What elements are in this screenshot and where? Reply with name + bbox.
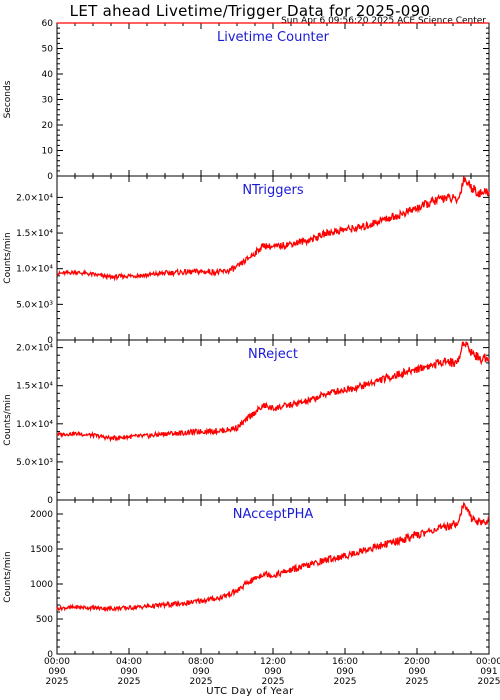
y-axis-label: Counts/min — [3, 551, 13, 602]
x-tick-label-year: 2025 — [478, 677, 500, 687]
y-tick-label: 0 — [47, 172, 53, 182]
y-tick-label: 50 — [42, 45, 54, 55]
x-tick-label-time: 16:00 — [332, 657, 358, 667]
x-tick-label-doy: 090 — [336, 667, 353, 677]
y-tick-label: 30 — [42, 96, 54, 106]
panel-title: Livetime Counter — [217, 30, 330, 45]
y-tick-label: 5.0×10³ — [16, 458, 53, 468]
panel-title: NReject — [248, 347, 298, 362]
x-tick-label-time: 04:00 — [116, 657, 142, 667]
series-line — [56, 341, 490, 443]
series-line — [56, 176, 490, 282]
y-tick-label: 2.0×10⁴ — [16, 193, 53, 203]
x-tick-label-doy: 090 — [408, 667, 425, 677]
y-tick-label: 0 — [47, 336, 53, 346]
x-tick-label-year: 2025 — [334, 677, 357, 687]
x-tick-label-year: 2025 — [406, 677, 429, 687]
x-tick-label-year: 2025 — [118, 677, 141, 687]
y-tick-label: 1.0×10⁴ — [16, 265, 53, 275]
y-axis-label: Counts/min — [3, 394, 13, 445]
x-tick-label-doy: 090 — [264, 667, 281, 677]
x-tick-label-year: 2025 — [190, 677, 213, 687]
x-tick-label-doy: 090 — [48, 667, 65, 677]
panel-title: NTriggers — [242, 183, 304, 198]
generation-timestamp: Sun Apr 6 09:56:20 2025 ACE Science Cent… — [281, 16, 486, 26]
y-tick-label: 1000 — [30, 580, 53, 590]
page-title: LET ahead Livetime/Trigger Data for 2025… — [69, 2, 431, 20]
panel-title: NAcceptPHA — [233, 507, 314, 522]
y-axis-label: Counts/min — [3, 232, 13, 283]
y-tick-label: 1.5×10⁴ — [16, 382, 53, 392]
x-tick-label-doy: 090 — [192, 667, 209, 677]
y-tick-label: 500 — [36, 615, 53, 625]
y-tick-label: 2000 — [30, 510, 53, 520]
x-tick-label-time: 20:00 — [404, 657, 430, 667]
x-tick-label-time: 00:00 — [44, 657, 70, 667]
y-tick-label: 0 — [47, 496, 53, 506]
y-tick-label: 1.0×10⁴ — [16, 420, 53, 430]
x-tick-label-doy: 090 — [120, 667, 137, 677]
x-tick-label-year: 2025 — [46, 677, 69, 687]
y-axis-label: Seconds — [3, 80, 13, 118]
y-tick-label: 1.5×10⁴ — [16, 229, 53, 239]
x-tick-label-time: 12:00 — [260, 657, 286, 667]
y-tick-label: 1500 — [30, 545, 53, 555]
x-tick-label-time: 00:00 — [476, 657, 500, 667]
y-tick-label: 5.0×10³ — [16, 300, 53, 310]
series-line — [56, 501, 490, 613]
x-tick-label-time: 08:00 — [188, 657, 214, 667]
panel-frame — [56, 339, 490, 501]
y-tick-label: 40 — [42, 70, 54, 80]
x-axis-label: UTC Day of Year — [206, 686, 294, 697]
y-tick-label: 10 — [42, 147, 54, 157]
y-tick-label: 60 — [42, 19, 54, 29]
x-tick-label-doy: 091 — [480, 667, 497, 677]
x-tick-label-year: 2025 — [262, 677, 285, 687]
y-tick-label: 2.0×10⁴ — [16, 344, 53, 354]
panel-frame — [56, 22, 490, 177]
y-tick-label: 20 — [42, 121, 54, 131]
y-tick-label: 0 — [47, 650, 53, 660]
